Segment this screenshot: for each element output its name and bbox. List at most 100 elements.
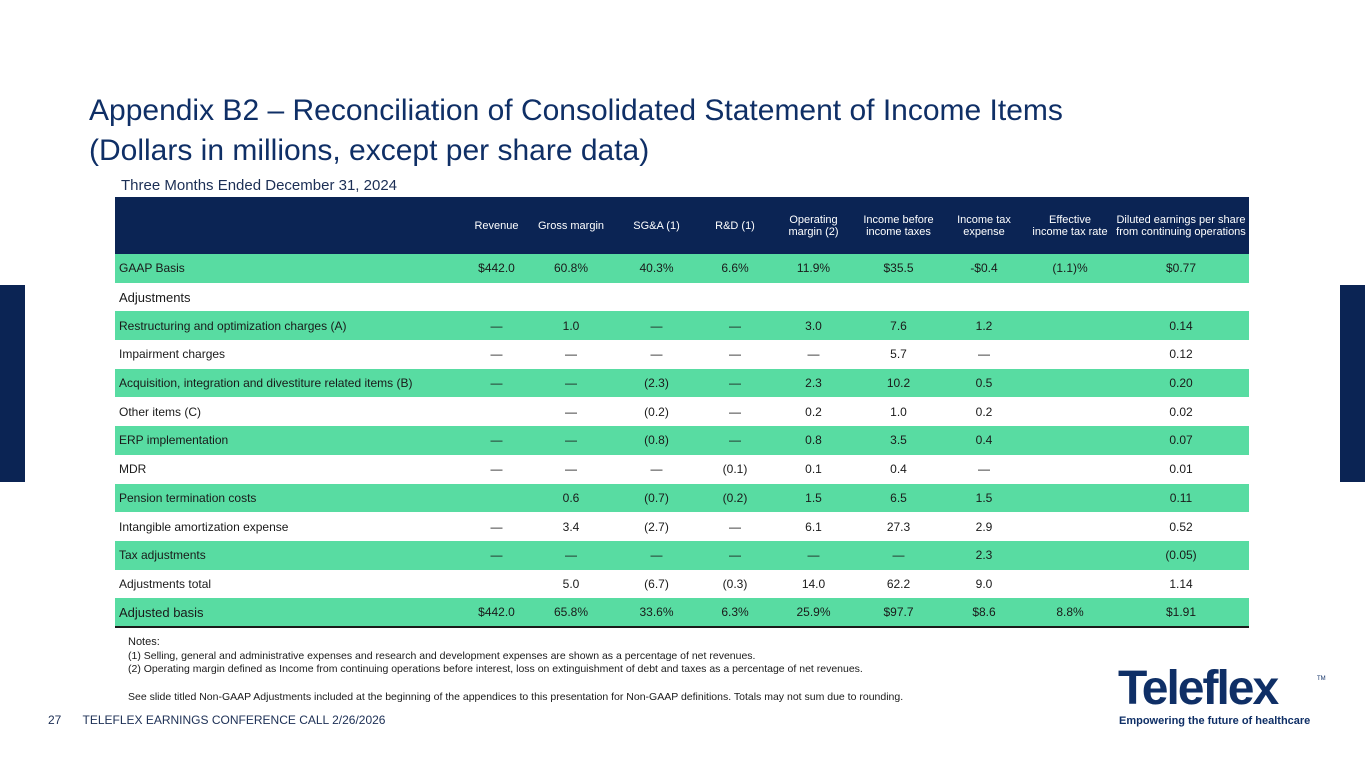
- table-cell: $442.0: [465, 598, 528, 628]
- table-cell: 0.01: [1169, 462, 1193, 477]
- table-cell: 0.1: [805, 462, 822, 477]
- table-row: GAAP Basis $442.0 60.8% 40.3% 6.6% 11.9% $35.5…: [115, 254, 1249, 283]
- table-cell: 3.5: [856, 426, 941, 455]
- table-cell: 2.9: [975, 519, 993, 534]
- table-row: ERP implementation — — (0.8) —0.8 3.5 0.4 0.07: [115, 426, 1249, 455]
- table-cell: 0.5: [941, 368, 1027, 398]
- row-label: Impairment charges: [119, 347, 226, 362]
- table-cell: [465, 283, 528, 312]
- table-cell: [699, 283, 771, 312]
- table-row: MDR — — — (0.1) 0.1 0.4 — 0.01: [115, 455, 1249, 484]
- table-cell: 0.02: [1169, 404, 1193, 419]
- table-cell: —: [729, 519, 741, 534]
- table-cell: [771, 283, 856, 312]
- table-cell: 6.3%: [699, 598, 771, 628]
- table-cell: (0.7): [614, 483, 699, 513]
- table-cell: —: [565, 347, 577, 362]
- table-cell: 65.8%: [528, 598, 614, 628]
- table-cell: 0.11: [1113, 483, 1249, 513]
- table-cell: [614, 283, 699, 312]
- table-cell: 5.7: [890, 347, 907, 362]
- column-header-9: Diluted earnings per share from continui…: [1113, 197, 1249, 254]
- table-cell: 0.2: [805, 404, 822, 419]
- left-accent-bar: [0, 285, 25, 482]
- table-row: Restructuring and optimization charges (…: [115, 311, 1249, 341]
- table-cell: -$0.4: [941, 254, 1027, 283]
- table-cell: 7.6: [856, 311, 941, 341]
- table-cell: 60.8%: [528, 254, 614, 283]
- table-cell: 0.4: [890, 462, 907, 477]
- column-header-6: Income before income taxes: [856, 197, 941, 254]
- table-row: Adjusted basis $442.0 65.8% 33.6% 6.3% 25.9% $…: [115, 598, 1249, 628]
- table-cell: —: [650, 347, 663, 362]
- table-cell: $442.0: [465, 254, 528, 283]
- table-cell: 14.0: [801, 576, 826, 591]
- table-cell: 27.3: [886, 519, 911, 534]
- table-cell: —: [490, 519, 503, 534]
- table-cell: 6.1: [805, 519, 822, 534]
- table-cell: —: [614, 540, 699, 570]
- table-row: Adjustments total 5.0 (6.7) (0.3) 14.0 62.2 9.…: [115, 570, 1249, 599]
- row-label: Pension termination costs: [115, 483, 465, 513]
- table-cell: —: [528, 368, 614, 398]
- table-cell: —: [807, 347, 820, 362]
- table-cell: [941, 283, 1027, 312]
- right-accent-bar: [1340, 285, 1365, 482]
- logo-wordmark: Teleflex: [1118, 662, 1280, 715]
- table-cell: —: [528, 426, 614, 455]
- row-label: Acquisition, integration and divestiture…: [115, 368, 465, 398]
- table-cell: (2.7): [644, 519, 669, 534]
- table-cell: 0.2: [975, 404, 993, 419]
- table-cell: [1113, 283, 1249, 312]
- table-cell: [1027, 340, 1113, 369]
- footer-text: TELEFLEX EARNINGS CONFERENCE CALL 2/26/2…: [82, 713, 386, 727]
- table-cell: [1027, 283, 1113, 312]
- table-cell: 10.2: [856, 368, 941, 398]
- table-cell: 1.14: [1169, 576, 1193, 591]
- table-cell: 40.3%: [614, 254, 699, 283]
- table-cell: —: [978, 462, 990, 477]
- table-cell: —: [465, 426, 528, 455]
- table-cell: —: [729, 347, 741, 362]
- table-cell: (0.2): [644, 404, 669, 419]
- column-header-2: Gross margin: [528, 197, 614, 254]
- table-cell: $8.6: [941, 598, 1027, 628]
- table-cell: (0.2): [699, 483, 771, 513]
- page-title-line2: (Dollars in millions, except per share d…: [89, 134, 650, 167]
- table-row: Tax adjustments — — — — — —2.3 (0.05): [115, 540, 1249, 570]
- table-cell: 62.2: [886, 576, 911, 591]
- table-cell: [1027, 483, 1113, 513]
- table-body: GAAP Basis $442.0 60.8% 40.3% 6.6% 11.9% $35.5…: [115, 254, 1249, 628]
- table-cell: —: [614, 311, 699, 341]
- table-cell: —: [528, 540, 614, 570]
- table-cell: 1.5: [771, 483, 856, 513]
- table-cell: —: [465, 311, 528, 341]
- table-cell: [1027, 368, 1113, 398]
- table-cell: (0.8): [614, 426, 699, 455]
- table-cell: 0.52: [1169, 519, 1193, 534]
- table-cell: 5.0: [562, 576, 580, 591]
- table-cell: 1.0: [890, 404, 907, 419]
- table-cell: [1027, 455, 1113, 484]
- table-cell: 0.20: [1113, 368, 1249, 398]
- table-row: Other items (C) — (0.2) — 0.2 1.0 0.2 0.02: [115, 397, 1249, 426]
- table-cell: $1.91: [1113, 598, 1249, 628]
- table-cell: 0.4: [941, 426, 1027, 455]
- table-cell: —: [771, 540, 856, 570]
- table-row: Intangible amortization expense — 3.4 (2.7)…: [115, 512, 1249, 541]
- table-cell: 6.6%: [699, 254, 771, 283]
- table-cell: [856, 283, 941, 312]
- page-title-line1: Appendix B2 – Reconciliation of Consolid…: [89, 94, 1063, 127]
- column-header-1: Revenue: [465, 197, 528, 254]
- table-cell: (6.7): [644, 576, 669, 591]
- table-cell: [1027, 426, 1113, 455]
- table-cell: —: [699, 426, 771, 455]
- table-row: Adjustments: [115, 283, 1249, 312]
- table-cell: —: [699, 368, 771, 398]
- table-cell: [1027, 540, 1113, 570]
- table-cell: —: [978, 347, 990, 362]
- table-cell: [1027, 570, 1113, 599]
- table-cell: —: [565, 462, 577, 477]
- table-cell: 0.8: [771, 426, 856, 455]
- row-label: Other items (C): [119, 404, 202, 419]
